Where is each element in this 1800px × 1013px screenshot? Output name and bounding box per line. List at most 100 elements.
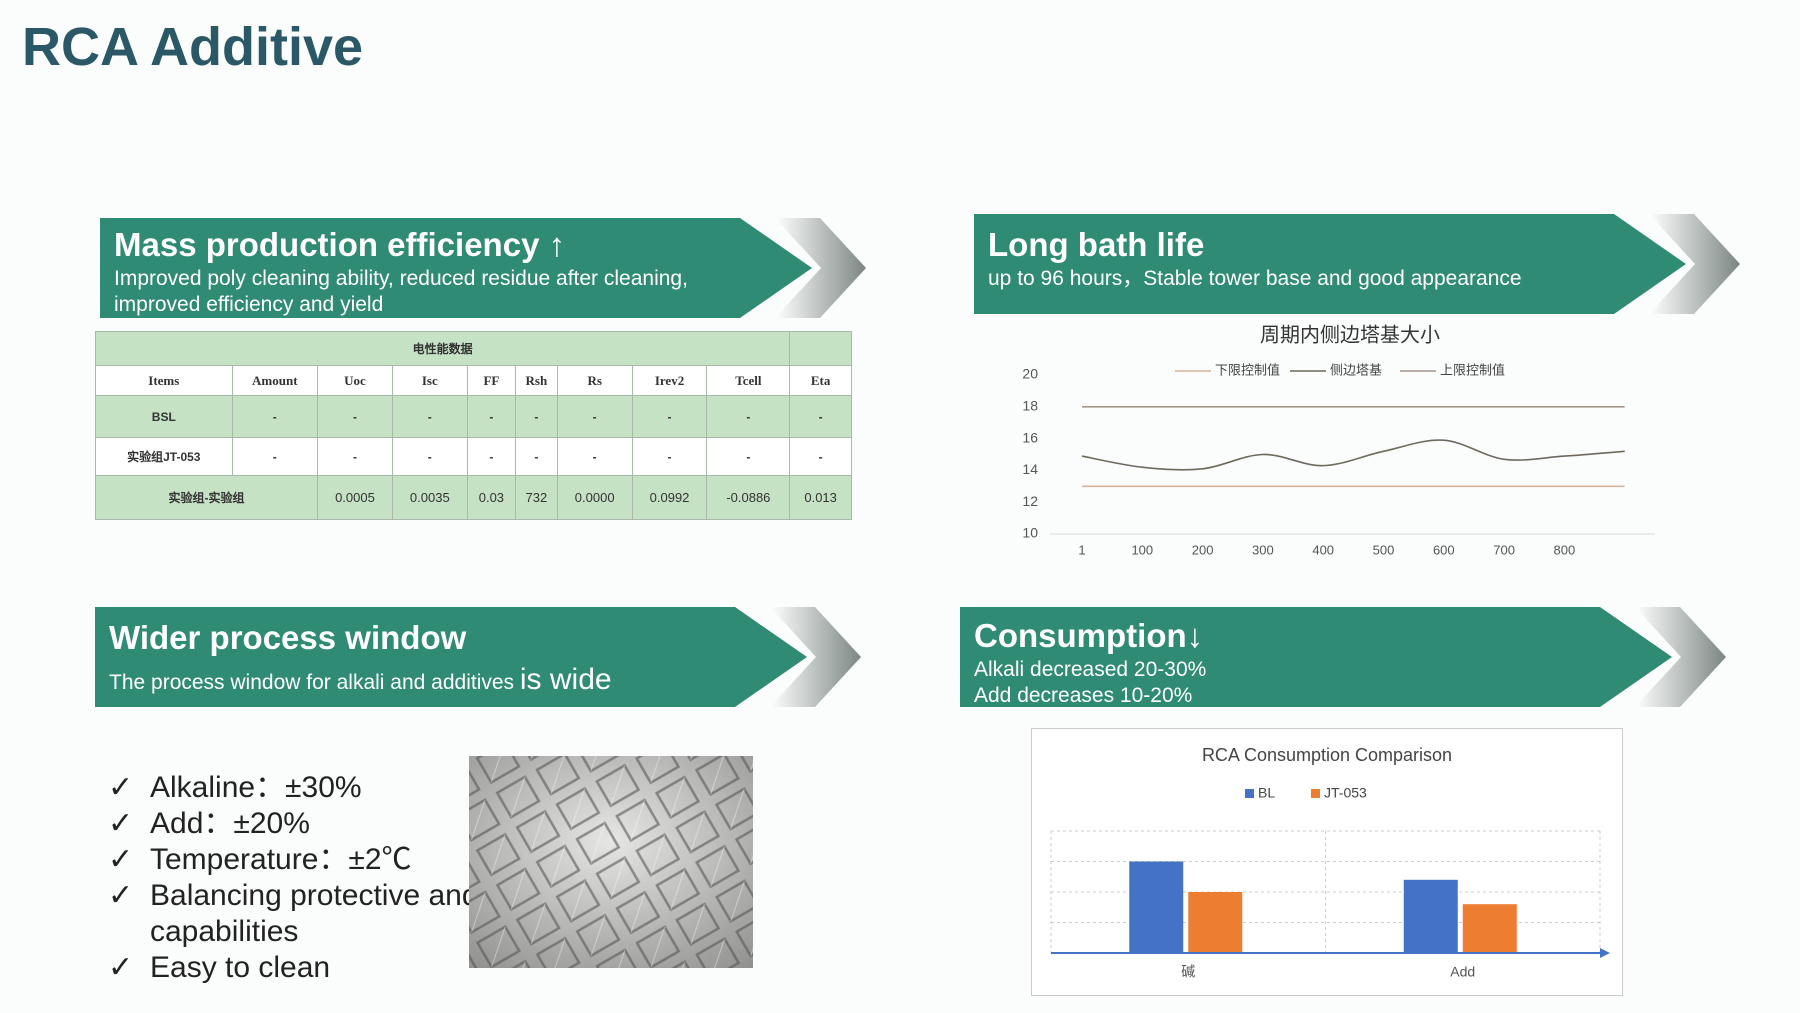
surface-photo	[469, 756, 753, 968]
table-cell: -	[515, 437, 558, 476]
banner: Consumption↓ Alkali decreased 20-30% Add…	[960, 607, 1730, 707]
column-header: Rsh	[515, 365, 558, 396]
banner: Wider process window The process window …	[95, 607, 865, 707]
arrow	[100, 218, 812, 318]
column-header: Eta	[789, 365, 852, 396]
column-header: Items	[95, 365, 233, 396]
checklist-item: ✓ Easy to clean	[108, 950, 590, 986]
checklist-text: Easy to clean	[150, 951, 331, 984]
y-tick-label: 12	[1022, 493, 1038, 509]
legend-label: 下限控制值	[1215, 362, 1280, 377]
table-cell: 0.013	[789, 475, 852, 520]
legend-label: JT-053	[1324, 785, 1367, 801]
chart-title: 周期内侧边塔基大小	[1260, 323, 1440, 346]
x-tick-label: 1	[1078, 542, 1085, 557]
legend-swatch	[1245, 789, 1254, 798]
banner: Mass production efficiency ↑ Improved po…	[100, 218, 870, 318]
legend-label: 上限控制值	[1440, 362, 1505, 377]
checklist-item: ✓ Alkaline：±30%	[108, 770, 590, 806]
table-cell: 0.0992	[631, 475, 708, 520]
y-tick-label: 18	[1022, 398, 1038, 414]
x-tick-label: 400	[1312, 542, 1334, 557]
table-title: 电性能数据	[94, 331, 791, 366]
checklist-text: Balancing protective and capabilities	[150, 879, 479, 948]
table-cell: 0.0005	[317, 475, 393, 520]
check-mark: ✓	[108, 879, 134, 912]
banner-heading: Mass production efficiency ↑	[114, 226, 566, 263]
banner-heading: Consumption↓	[974, 617, 1204, 654]
arrow	[960, 607, 1672, 707]
banner-shape	[974, 214, 1740, 314]
checklist-text: Add：±20%	[150, 807, 310, 840]
checklist-item: ✓ Add：±20%	[108, 806, 590, 842]
checklist: ✓ Alkaline：±30% ✓ Add：±20% ✓ Temperature：±2℃ ✓…	[108, 770, 590, 986]
x-tick-label: Add	[1450, 964, 1475, 980]
check-mark: ✓	[108, 843, 134, 876]
bar	[1462, 904, 1517, 953]
axis-arrow	[1600, 948, 1610, 958]
banner-shape	[100, 218, 866, 318]
table-cell: -	[706, 437, 791, 476]
column-header: Irev2	[631, 365, 708, 396]
y-tick-label: 20	[1022, 366, 1038, 382]
table-cell: -	[515, 395, 558, 438]
arrow	[95, 607, 807, 707]
table-cell: -0.0886	[706, 475, 791, 520]
x-tick-label: 200	[1192, 542, 1214, 557]
table-cell: -	[231, 437, 319, 476]
checklist-item: ✓ Balancing protective and capabilities	[108, 878, 590, 950]
x-tick-label: 100	[1131, 542, 1153, 557]
bar	[1129, 861, 1184, 953]
chevron	[770, 607, 861, 707]
table-row: 实验组-实验组 0.0005 0.0035 0.03 732 0.0000 0.0992 -0…	[94, 475, 852, 520]
table-cell: -	[231, 395, 319, 438]
column-header: Amount	[231, 365, 319, 396]
column-header: Rs	[556, 365, 633, 396]
table-title-row: 电性能数据	[94, 331, 852, 366]
y-tick-label: 14	[1022, 461, 1038, 477]
data-table: 电性能数据 Items Amount Uoc Isc FF Rsh Rs Irev2 Tcell E…	[94, 331, 852, 520]
banner-text: Improved poly cleaning ability, reduced …	[114, 267, 688, 316]
table-cell: -	[706, 395, 791, 438]
table-cell: -	[466, 395, 517, 438]
checklist-text: Alkaline：±30%	[150, 771, 362, 804]
arrow	[974, 214, 1686, 314]
banner-text: The process window for alkali and additi…	[109, 671, 515, 694]
table-cell: -	[631, 437, 708, 476]
chevron	[775, 218, 866, 318]
x-tick-label: 碱	[1181, 964, 1195, 980]
table-cell: 0.0000	[556, 475, 633, 520]
chevron	[1635, 607, 1726, 707]
table-cell: 0.03	[466, 475, 517, 520]
x-tick-label: 700	[1493, 542, 1515, 557]
chevron	[1649, 214, 1740, 314]
column-header: Uoc	[317, 365, 393, 396]
banner-text: The process window for alkali and additi…	[109, 665, 612, 696]
table-cell: -	[789, 437, 852, 476]
x-tick-label: 500	[1373, 542, 1395, 557]
y-tick-label: 16	[1022, 429, 1038, 445]
series-line	[1081, 439, 1625, 471]
bar	[1403, 879, 1458, 953]
banner-text: Alkali decreased 20-30%	[974, 658, 1207, 681]
column-header: FF	[466, 365, 517, 396]
table-row: BSL - - - - - - - - -	[95, 395, 852, 438]
table-cell: -	[466, 437, 517, 476]
column-header: Tcell	[706, 365, 791, 396]
banner-text-large: is wide	[519, 663, 612, 696]
line-chart: 周期内侧边塔基大小 10 12 14 16 18 20 1 100 200 300 400 500 600…	[1022, 323, 1655, 557]
table-header-row: Items Amount Uoc Isc FF Rsh Rs Irev2 Tcell Eta	[95, 365, 852, 396]
slide-title: RCA Additive	[22, 17, 364, 77]
banner-text: Add decreases 10-20%	[974, 684, 1193, 707]
y-tick-label: 10	[1022, 525, 1038, 541]
column-header: Isc	[391, 365, 468, 396]
checklist-item: ✓ Temperature：±2℃	[108, 842, 590, 878]
checklist-text: Temperature：±2℃	[150, 843, 412, 876]
banner-text: up to 96 hours，Stable tower base and goo…	[988, 267, 1522, 290]
check-mark: ✓	[108, 771, 134, 804]
banner-shape	[95, 607, 861, 707]
table-cell: -	[391, 437, 468, 476]
table-cell: -	[391, 395, 468, 438]
banner-heading: Wider process window	[109, 619, 467, 656]
